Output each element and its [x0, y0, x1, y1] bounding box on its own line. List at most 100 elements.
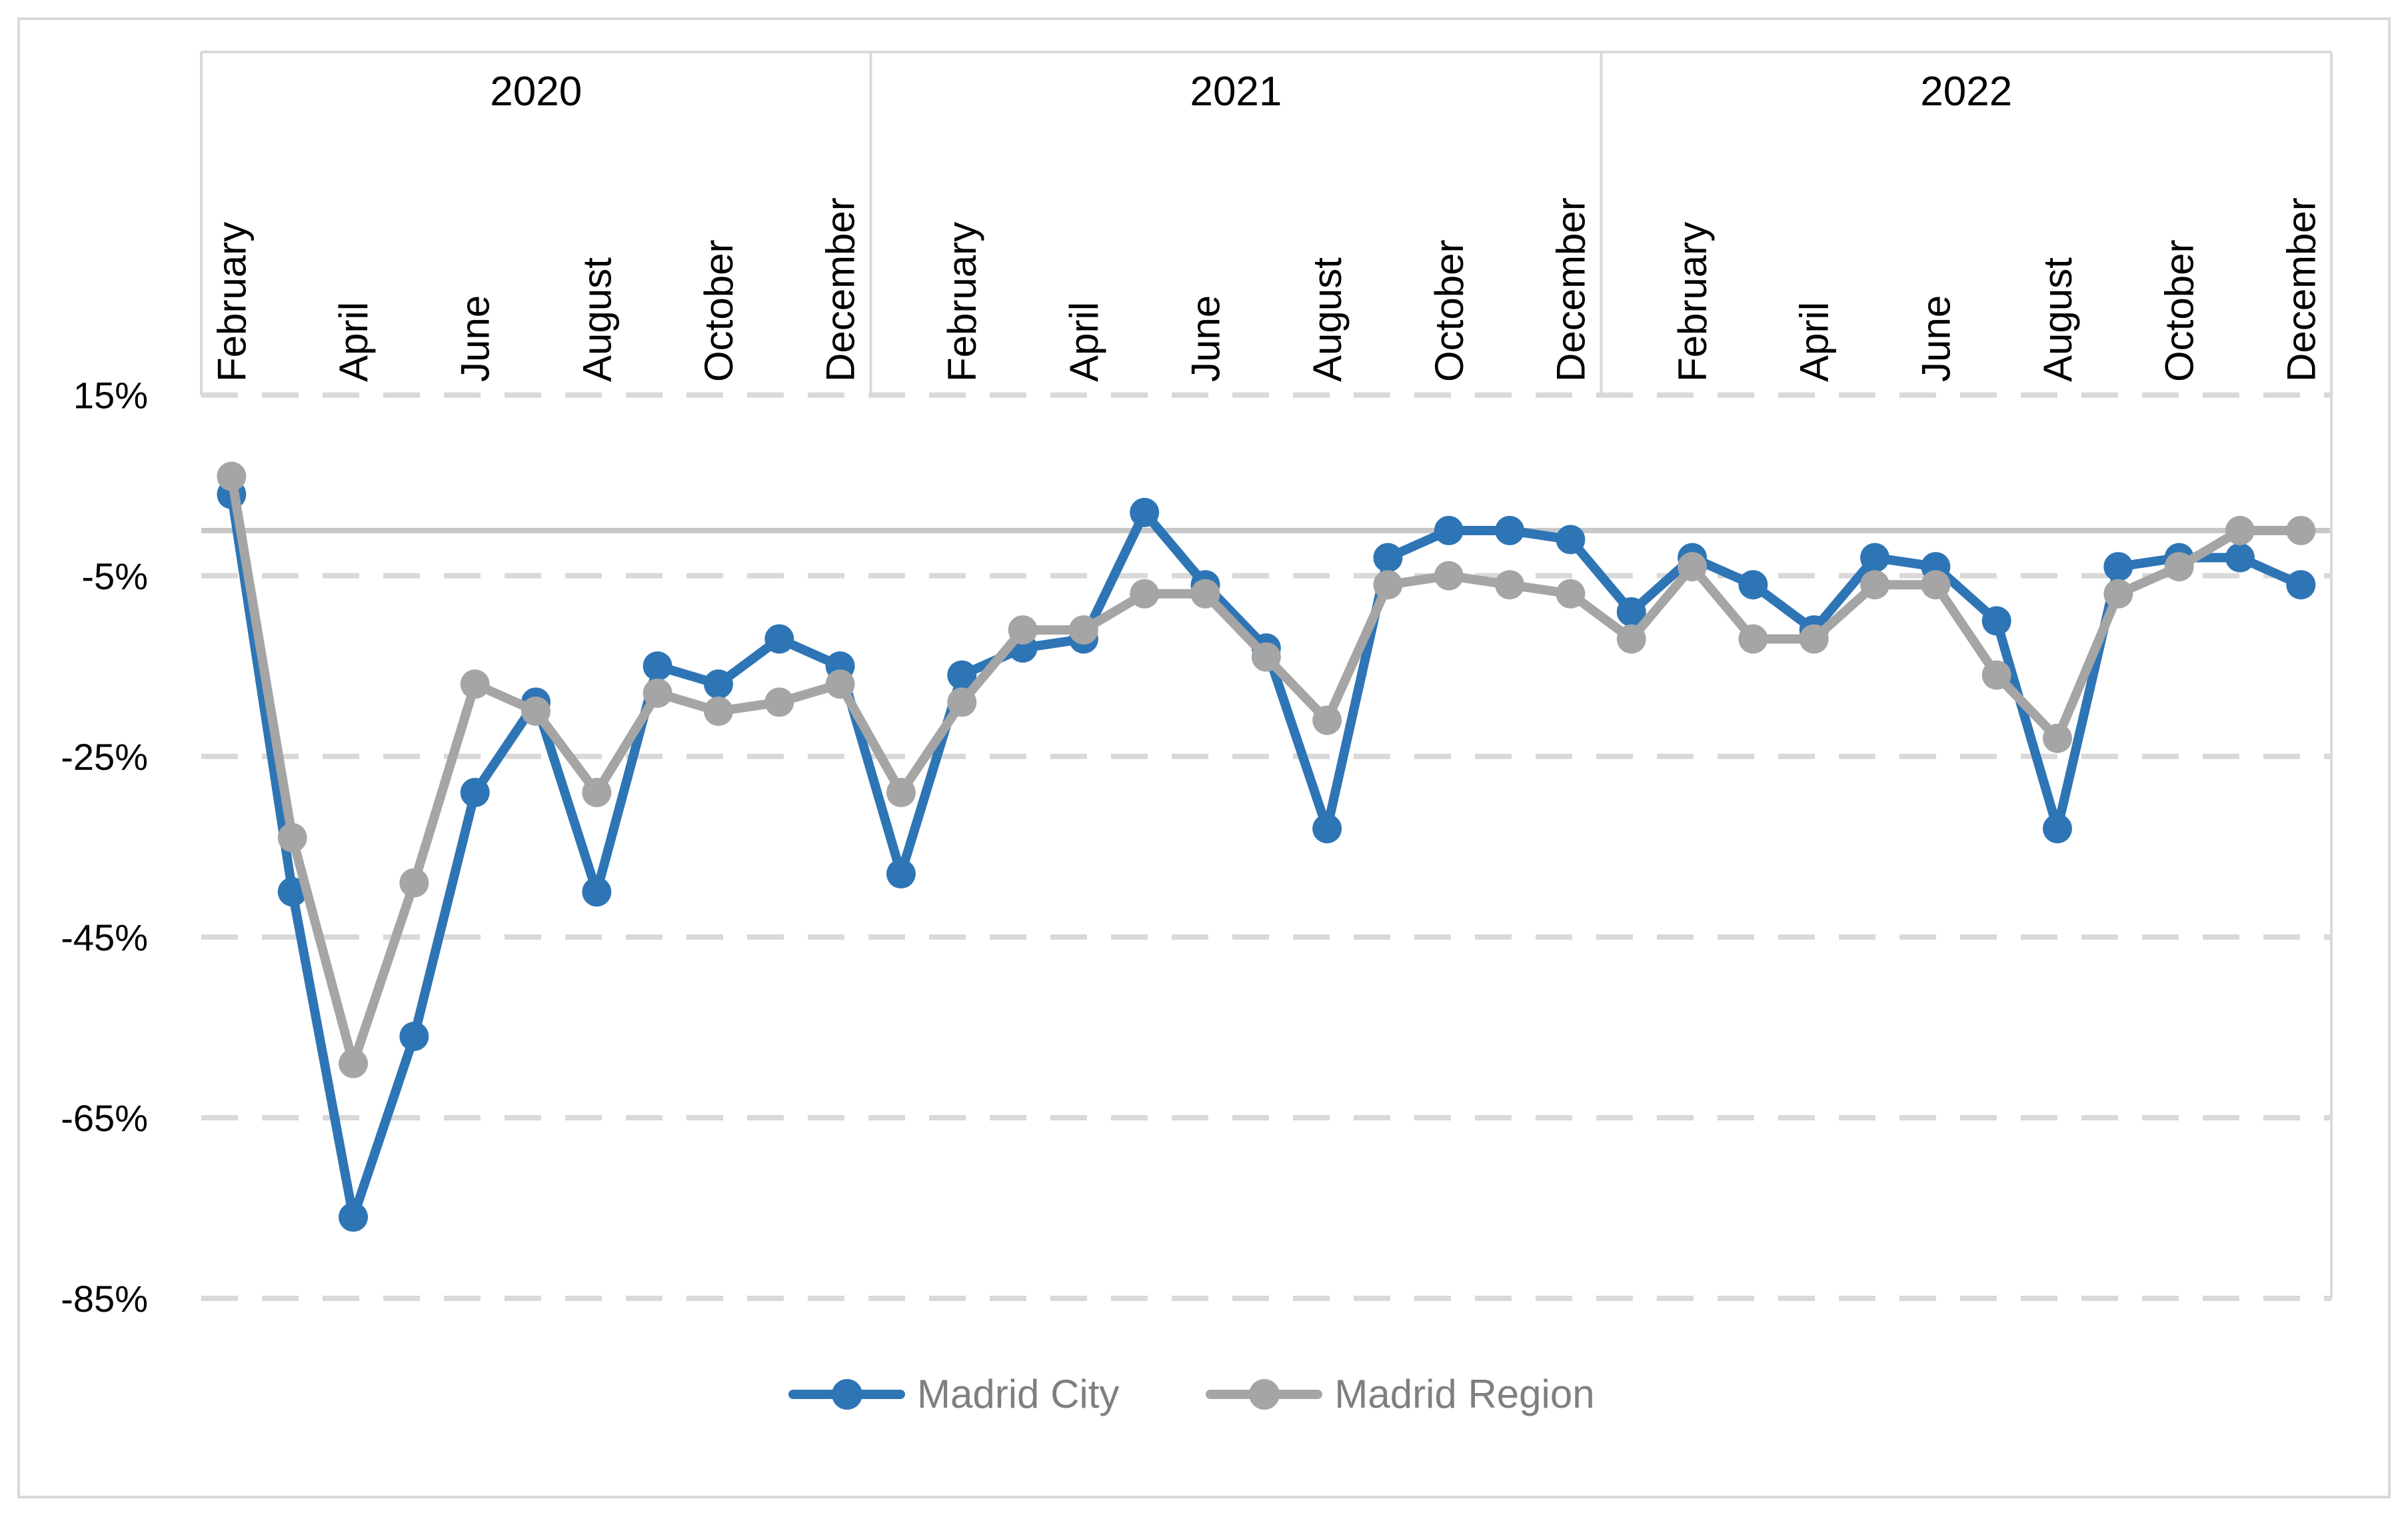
month-tick-label: February: [209, 222, 254, 382]
y-tick-label: 15%: [73, 375, 148, 417]
data-point-madrid-city: [1738, 570, 1768, 600]
data-point-madrid-city: [2043, 814, 2072, 844]
data-point-madrid-region: [399, 868, 429, 898]
y-tick-label: -45%: [61, 916, 148, 958]
data-point-madrid-region: [2043, 723, 2072, 753]
data-point-madrid-city: [339, 1202, 369, 1232]
data-point-madrid-region: [460, 669, 490, 699]
data-point-madrid-region: [2286, 516, 2316, 545]
legend: Madrid City Madrid Region: [788, 1374, 1595, 1414]
data-point-madrid-region: [2164, 552, 2194, 582]
month-tick-label: June: [1913, 295, 1958, 382]
data-point-madrid-region: [1981, 660, 2011, 690]
data-point-madrid-city: [703, 669, 733, 699]
month-tick-label: October: [2157, 240, 2202, 382]
data-point-madrid-city: [764, 624, 794, 654]
month-tick-label: June: [1184, 295, 1228, 382]
year-label: 2020: [490, 69, 582, 115]
month-tick-label: June: [453, 295, 498, 382]
data-point-madrid-city: [277, 877, 307, 907]
data-point-madrid-city: [1860, 543, 1890, 573]
series-line-madrid-city: [227, 489, 2306, 1222]
data-point-madrid-region: [1008, 615, 1038, 645]
data-point-madrid-region: [1799, 624, 1829, 654]
data-point-madrid-city: [1981, 606, 2011, 636]
y-tick-label: -85%: [61, 1278, 148, 1320]
data-point-madrid-region: [1556, 579, 1586, 609]
madrid-city-marker-icon: [831, 1379, 862, 1410]
data-point-madrid-city: [642, 651, 672, 681]
data-point-madrid-region: [277, 822, 307, 852]
madrid-region-marker-icon: [1248, 1379, 1280, 1410]
data-point-madrid-region: [1921, 570, 1951, 600]
data-point-madrid-region: [1312, 705, 1342, 735]
data-point-madrid-region: [825, 669, 855, 699]
legend-item-madrid-city: Madrid City: [788, 1374, 1119, 1414]
data-point-madrid-region: [886, 778, 916, 808]
month-tick-label: December: [2279, 197, 2323, 382]
data-point-madrid-city: [1312, 814, 1342, 844]
data-point-madrid-region: [1251, 642, 1281, 672]
madrid-city-line-swatch: [788, 1379, 905, 1410]
month-tick-label: August: [575, 257, 619, 382]
data-point-madrid-region: [2225, 516, 2255, 545]
month-tick-label: August: [2035, 257, 2080, 382]
data-point-madrid-region: [1495, 570, 1525, 600]
data-point-madrid-region: [1616, 624, 1646, 654]
data-point-madrid-region: [1738, 624, 1768, 654]
data-point-madrid-region: [1190, 579, 1220, 609]
data-point-madrid-city: [1556, 525, 1586, 555]
data-point-madrid-city: [2103, 552, 2133, 582]
month-tick-label: April: [331, 302, 376, 382]
year-label: 2022: [1920, 69, 2012, 115]
y-tick-label: -25%: [61, 736, 148, 778]
year-label: 2021: [1190, 69, 1282, 115]
data-point-madrid-city: [2286, 570, 2316, 600]
data-point-madrid-city: [1373, 543, 1403, 573]
data-point-madrid-region: [1373, 570, 1403, 600]
month-tick-label: October: [1427, 240, 1472, 382]
data-point-madrid-region: [339, 1048, 369, 1078]
y-tick-label: -5%: [81, 555, 148, 597]
y-tick-label: -65%: [61, 1097, 148, 1139]
month-tick-label: April: [1792, 302, 1837, 382]
data-point-madrid-region: [217, 461, 247, 491]
month-tick-label: February: [940, 222, 984, 382]
data-point-madrid-city: [947, 660, 977, 690]
data-point-madrid-region: [1434, 561, 1464, 591]
month-tick-label: February: [1670, 222, 1715, 382]
data-point-madrid-region: [1130, 579, 1160, 609]
month-tick-label: December: [818, 197, 863, 382]
data-point-madrid-region: [1860, 570, 1890, 600]
data-point-madrid-city: [582, 877, 612, 907]
data-point-madrid-region: [521, 697, 551, 727]
data-point-madrid-city: [1130, 497, 1160, 527]
data-point-madrid-city: [1616, 597, 1646, 627]
data-point-madrid-region: [2103, 579, 2133, 609]
data-point-madrid-region: [582, 778, 612, 808]
data-point-madrid-region: [703, 697, 733, 727]
data-point-madrid-region: [1678, 552, 1708, 582]
series-line-madrid-region: [227, 471, 2306, 1068]
legend-label-madrid-region: Madrid Region: [1334, 1372, 1595, 1416]
month-tick-label: December: [1548, 197, 1593, 382]
data-point-madrid-city: [1495, 516, 1525, 545]
data-point-madrid-city: [1434, 516, 1464, 545]
legend-label-madrid-city: Madrid City: [917, 1372, 1120, 1416]
data-point-madrid-city: [460, 778, 490, 808]
month-tick-label: August: [1305, 257, 1350, 382]
data-point-madrid-region: [642, 678, 672, 708]
data-point-madrid-city: [399, 1021, 429, 1051]
month-tick-label: October: [696, 240, 741, 382]
data-point-madrid-region: [947, 687, 977, 717]
data-point-madrid-city: [2225, 543, 2255, 573]
month-tick-label: April: [1062, 302, 1106, 382]
madrid-region-line-swatch: [1206, 1379, 1323, 1410]
legend-item-madrid-region: Madrid Region: [1206, 1372, 1595, 1416]
data-point-madrid-city: [886, 859, 916, 889]
data-point-madrid-region: [1068, 615, 1098, 645]
data-point-madrid-region: [764, 687, 794, 717]
